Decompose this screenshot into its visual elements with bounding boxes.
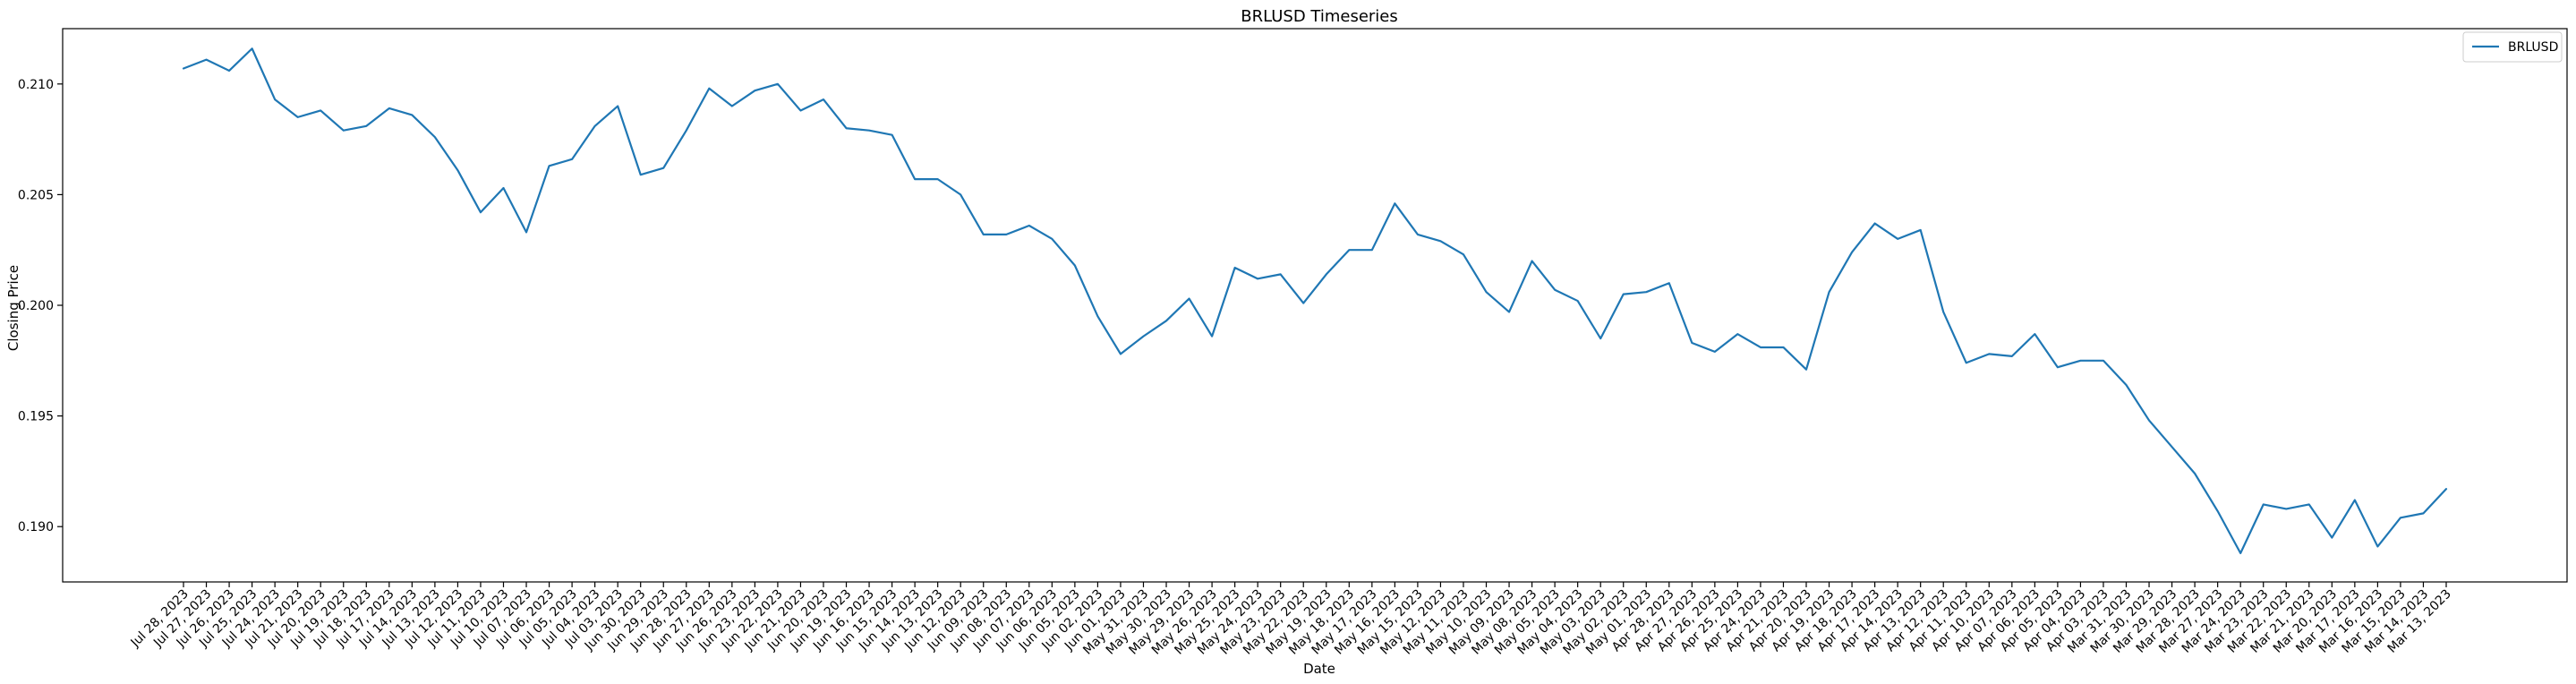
chart-title: BRLUSD Timeseries xyxy=(1241,7,1398,26)
legend-box xyxy=(2462,31,2563,63)
series-line-brlusd xyxy=(182,47,2448,554)
y-axis-title: Closing Price xyxy=(5,265,21,351)
y-tick-label: 0.195 xyxy=(18,410,54,424)
y-tick-label: 0.200 xyxy=(18,299,54,313)
legend: BRLUSD xyxy=(2462,31,2563,63)
legend-label-brlusd: BRLUSD xyxy=(2508,40,2558,55)
y-axis-ticks: 0.190 0.195 0.200 0.205 0.210 xyxy=(18,78,63,534)
y-tick-label: 0.190 xyxy=(18,520,54,534)
y-tick-label: 0.210 xyxy=(18,78,54,92)
y-tick-label: 0.205 xyxy=(18,188,54,202)
x-axis-title: Date xyxy=(1303,661,1335,677)
plot-area-frame xyxy=(62,28,2568,583)
